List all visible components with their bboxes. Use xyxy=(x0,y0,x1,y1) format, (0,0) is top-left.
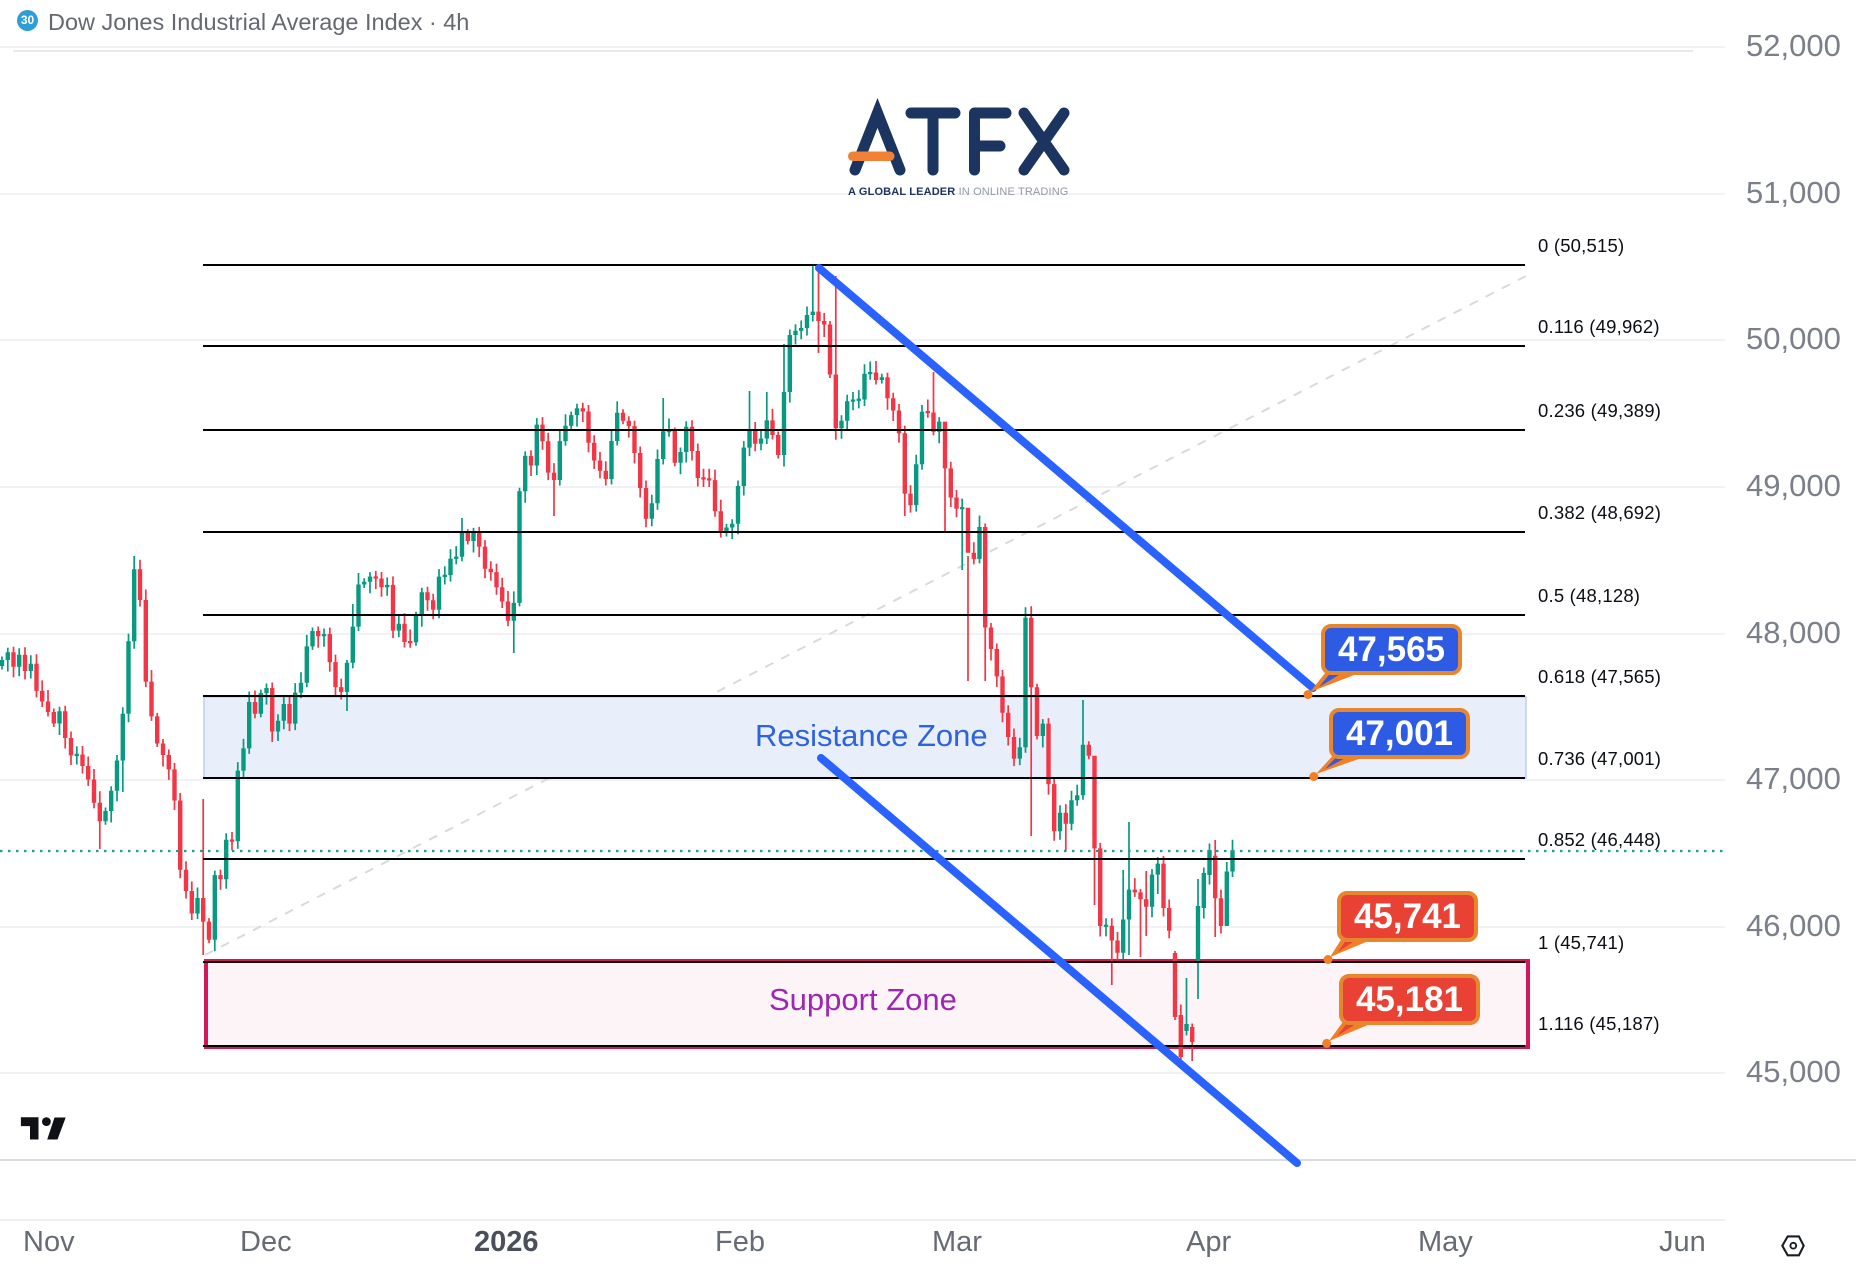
svg-text:A GLOBAL LEADER IN ONLINE TRAD: A GLOBAL LEADER IN ONLINE TRADING xyxy=(848,186,1069,198)
